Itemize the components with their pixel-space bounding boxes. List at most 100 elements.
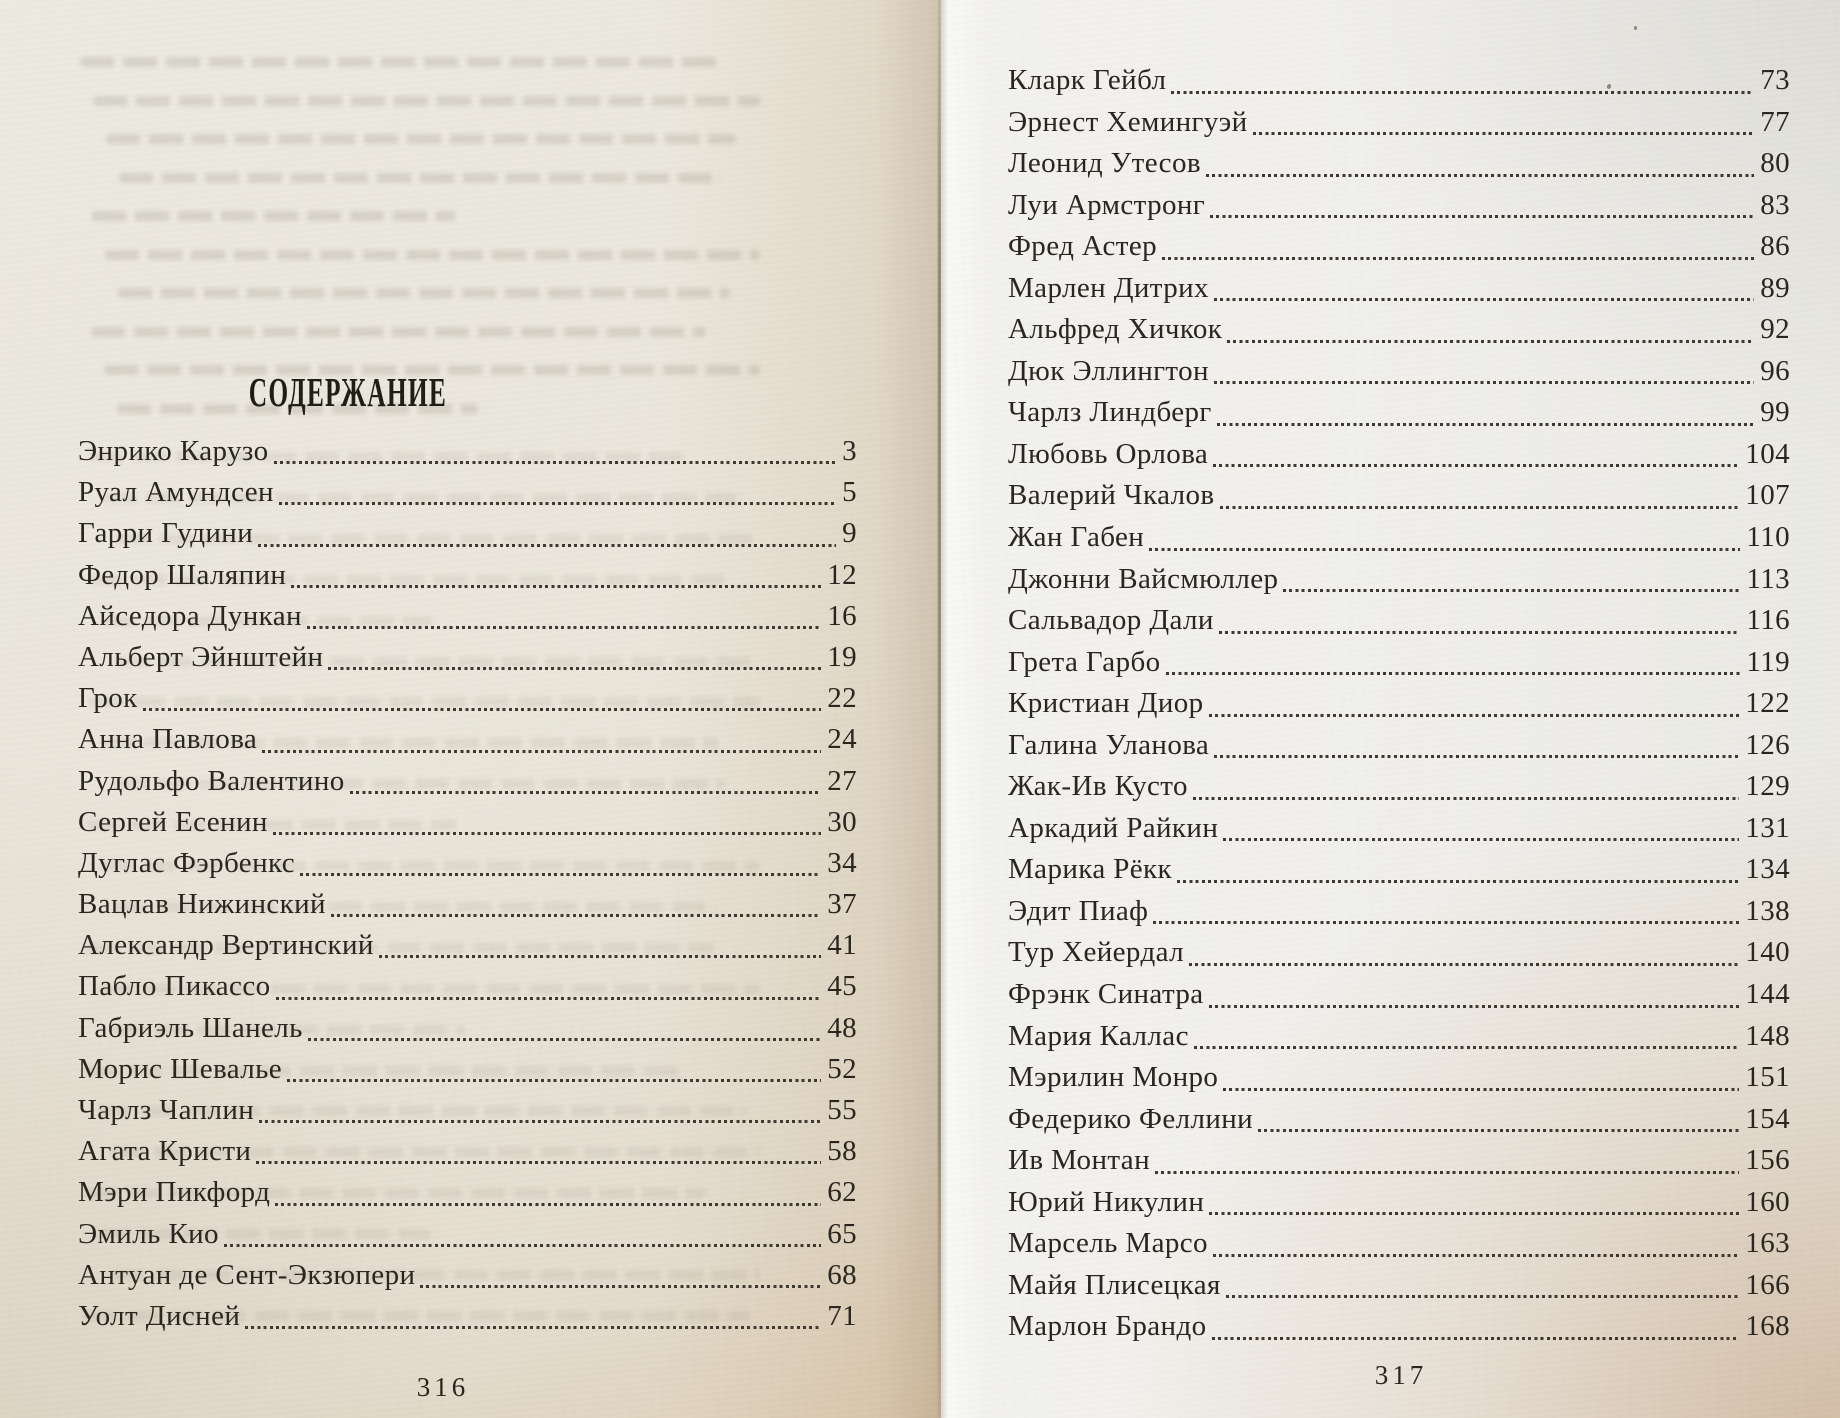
toc-entry-name: Жак-Ив Кусто bbox=[1008, 770, 1188, 803]
toc-entry-page: 55 bbox=[827, 1094, 857, 1126]
toc-entry-name: Рудольфо Валентино bbox=[78, 764, 345, 797]
toc-entry-page: 104 bbox=[1745, 437, 1790, 470]
toc-entry-page: 48 bbox=[827, 1011, 857, 1044]
toc-entry: Ив Монтан 156 bbox=[1008, 1140, 1790, 1182]
toc-entry: Марлон Брандо 168 bbox=[1008, 1306, 1790, 1348]
dot-leader bbox=[1258, 1129, 1740, 1133]
right-page: Кларк Гейбл 73 Эрнест Хемингуэй 77 Леони… bbox=[941, 0, 1840, 1418]
toc-entry: Эдит Пиаф 138 bbox=[1008, 891, 1790, 933]
toc-entry-page: 86 bbox=[1760, 230, 1790, 263]
dot-leader bbox=[1208, 1004, 1740, 1008]
toc-entry-page: 68 bbox=[827, 1258, 857, 1291]
toc-entry: Энрико Карузо 3 bbox=[78, 431, 857, 472]
toc-entry: Мэрилин Монро 151 bbox=[1008, 1057, 1790, 1099]
toc-entry-name: Александр Вертинский bbox=[78, 929, 374, 962]
dot-leader bbox=[1171, 90, 1755, 94]
toc-entry: Грок 22 bbox=[78, 678, 857, 719]
dot-leader bbox=[1252, 132, 1755, 136]
toc-entry-page: 163 bbox=[1745, 1227, 1790, 1260]
toc-entry-name: Майя Плисецкая bbox=[1008, 1268, 1221, 1301]
toc-entry-page: 62 bbox=[827, 1176, 857, 1209]
toc-entry-name: Марлон Брандо bbox=[1008, 1310, 1207, 1343]
toc-entry-name: Габриэль Шанель bbox=[78, 1011, 303, 1044]
ghost-bleedthrough-line bbox=[91, 326, 706, 337]
dot-leader bbox=[1210, 215, 1755, 219]
toc-entry-page: 131 bbox=[1745, 811, 1790, 844]
toc-entry: Жан Габен 110 bbox=[1008, 517, 1790, 559]
toc-entry: Джонни Вайсмюллер 113 bbox=[1008, 559, 1790, 601]
toc-entry-name: Чарлз Линдберг bbox=[1008, 396, 1212, 429]
dot-leader bbox=[1165, 672, 1741, 676]
ghost-bleedthrough-line bbox=[118, 288, 730, 298]
toc-entry: Марлен Дитрих 89 bbox=[1008, 268, 1790, 310]
toc-entry-page: 116 bbox=[1746, 604, 1790, 637]
toc-entry-page: 52 bbox=[827, 1052, 857, 1085]
toc-entry-name: Дуглас Фэрбенкс bbox=[78, 846, 296, 879]
dot-leader bbox=[291, 584, 822, 588]
dot-leader bbox=[1213, 381, 1755, 385]
toc-entry-page: 144 bbox=[1745, 978, 1790, 1011]
toc-entry-name: Луи Армстронг bbox=[1008, 188, 1206, 221]
dot-leader bbox=[1162, 256, 1755, 260]
dot-leader bbox=[275, 1202, 822, 1206]
dot-leader bbox=[1149, 547, 1741, 551]
dot-leader bbox=[245, 1326, 822, 1330]
toc-entry: Юрий Никулин 160 bbox=[1008, 1182, 1790, 1224]
toc-entry: Альберт Эйнштейн 19 bbox=[78, 637, 857, 678]
toc-entry-name: Тур Хейердал bbox=[1008, 936, 1184, 969]
dot-leader bbox=[328, 667, 822, 671]
dot-leader bbox=[1223, 838, 1740, 842]
toc-entry: Фред Астер 86 bbox=[1008, 226, 1790, 268]
dot-leader bbox=[287, 1079, 822, 1082]
toc-entry-name: Руал Амундсен bbox=[78, 476, 274, 509]
toc-entry: Федор Шаляпин 12 bbox=[78, 555, 857, 596]
toc-entry: Фрэнк Синатра 144 bbox=[1008, 974, 1790, 1016]
dot-leader bbox=[275, 996, 822, 1000]
toc-entry-page: 160 bbox=[1745, 1185, 1790, 1218]
toc-entry: Антуан де Сент-Экзюпери 68 bbox=[78, 1255, 857, 1296]
dot-leader bbox=[259, 1120, 822, 1124]
dot-leader bbox=[1212, 1253, 1740, 1257]
toc-entry-page: 58 bbox=[827, 1135, 857, 1168]
toc-entry-page: 5 bbox=[842, 476, 857, 509]
toc-entry-name: Юрий Никулин bbox=[1008, 1185, 1205, 1218]
toc-entry: Леонид Утесов 80 bbox=[1008, 143, 1790, 185]
toc-entry-name: Эдит Пиаф bbox=[1008, 894, 1149, 927]
dot-leader bbox=[1223, 1087, 1740, 1091]
toc-entry: Аркадий Райкин 131 bbox=[1008, 808, 1790, 850]
dot-leader bbox=[258, 543, 837, 547]
toc-entry: Габриэль Шанель 48 bbox=[78, 1008, 857, 1049]
toc-entry: Марсель Марсо 163 bbox=[1008, 1223, 1790, 1265]
dot-leader bbox=[378, 955, 822, 959]
toc-entry-name: Марсель Марсо bbox=[1008, 1227, 1208, 1260]
ghost-bleedthrough-line bbox=[106, 134, 736, 144]
toc-entry: Агата Кристи 58 bbox=[78, 1131, 857, 1172]
contents-title: СОДЕРЖАНИЕ bbox=[75, 368, 620, 416]
dot-leader bbox=[1153, 921, 1740, 925]
toc-entry-page: 151 bbox=[1745, 1061, 1790, 1094]
toc-entry-page: 71 bbox=[827, 1299, 857, 1332]
book-gutter-seam bbox=[938, 0, 941, 1418]
toc-entry: Морис Шевалье 52 bbox=[78, 1049, 857, 1090]
toc-entry-name: Айседора Дункан bbox=[78, 599, 302, 632]
dot-leader bbox=[349, 790, 822, 794]
dot-leader bbox=[273, 461, 837, 465]
dot-leader bbox=[272, 831, 822, 835]
toc-entry: Валерий Чкалов 107 bbox=[1008, 475, 1790, 517]
dot-leader bbox=[306, 625, 822, 629]
dot-leader bbox=[1218, 630, 1741, 634]
toc-entry: Чарлз Линдберг 99 bbox=[1008, 392, 1790, 434]
toc-entry-page: 9 bbox=[842, 517, 857, 550]
toc-entry: Мэри Пикфорд 62 bbox=[78, 1172, 857, 1213]
toc-entry-name: Энрико Карузо bbox=[78, 435, 269, 467]
toc-entry: Уолт Дисней 71 bbox=[78, 1296, 857, 1337]
toc-entry-name: Грета Гарбо bbox=[1008, 645, 1161, 678]
toc-entry-name: Федор Шаляпин bbox=[78, 558, 287, 591]
dot-leader bbox=[1213, 298, 1755, 302]
toc-entry: Дюк Эллингтон 96 bbox=[1008, 351, 1790, 393]
toc-entry-page: 154 bbox=[1745, 1102, 1790, 1135]
toc-entry-name: Антуан де Сент-Экзюпери bbox=[78, 1258, 416, 1291]
dot-leader bbox=[278, 502, 837, 506]
toc-entry-name: Дюк Эллингтон bbox=[1008, 354, 1209, 387]
toc-entry: Чарлз Чаплин 55 bbox=[78, 1090, 857, 1131]
